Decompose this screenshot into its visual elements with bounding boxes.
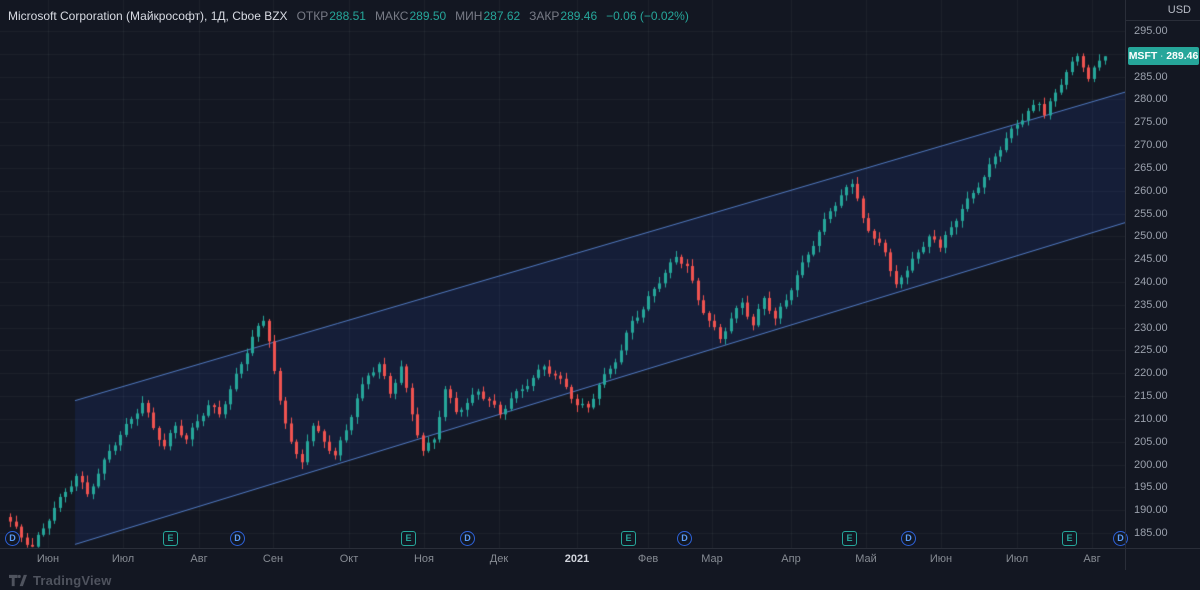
change-value: −0.06 (−0.02%) — [606, 9, 689, 23]
ohlc-open: ОТКР288.51 — [297, 9, 366, 23]
dividend-marker-icon[interactable]: D — [5, 531, 20, 546]
price-tick-label: 275.00 — [1134, 116, 1168, 129]
ohlc-close: ЗАКР289.46 — [529, 9, 597, 23]
time-tick-label: Июн — [36, 553, 60, 565]
price-tick-label: 265.00 — [1134, 161, 1168, 174]
ohlc-high: МАКС289.50 — [375, 9, 446, 23]
price-tick-label: 225.00 — [1134, 344, 1168, 357]
time-tick-label: Ноя — [413, 553, 435, 565]
bottom-bar: TradingView — [0, 570, 1200, 590]
dividend-marker-icon[interactable]: D — [230, 531, 245, 546]
price-tick-label: 250.00 — [1134, 230, 1168, 243]
last-price-value: 289.46 — [1166, 50, 1199, 63]
time-tick-label: Авг — [190, 553, 208, 565]
low-label: МИН — [455, 9, 483, 23]
tradingview-logo-text[interactable]: TradingView — [33, 572, 112, 588]
price-tick-label: 205.00 — [1134, 435, 1168, 448]
time-tick-label: Июн — [929, 553, 953, 565]
ohlc-low: МИН287.62 — [455, 9, 520, 23]
price-tick-label: 280.00 — [1134, 93, 1168, 106]
last-price-symbol: MSFT — [1128, 50, 1158, 63]
earnings-marker-icon[interactable]: E — [401, 531, 416, 546]
time-tick-label: Фев — [637, 553, 659, 565]
time-tick-label: Окт — [339, 553, 359, 565]
price-tick-label: 245.00 — [1134, 253, 1168, 266]
close-label: ЗАКР — [529, 9, 560, 23]
time-tick-label: Авг — [1083, 553, 1101, 565]
price-tick-label: 270.00 — [1134, 139, 1168, 152]
price-tick-label: 190.00 — [1134, 504, 1168, 517]
time-axis[interactable]: Июн Июл Авг Сен Окт Ноя Дек 2021 Фев Мар Апр Май Июн… — [0, 548, 1200, 571]
time-tick-label: Июл — [1005, 553, 1029, 565]
open-label: ОТКР — [296, 9, 329, 23]
time-tick-label: Июл — [111, 553, 135, 565]
last-price-separator: ∙ — [1160, 50, 1164, 63]
earnings-marker-icon[interactable]: E — [1062, 531, 1077, 546]
low-value: 287.62 — [483, 9, 521, 23]
time-tick-label: Сен — [262, 553, 284, 565]
currency-label: USD — [1126, 0, 1200, 21]
time-tick-label: Апр — [781, 553, 801, 565]
price-tick-label: 230.00 — [1134, 321, 1168, 334]
price-tick-label: 220.00 — [1134, 367, 1168, 380]
time-tick-label: Мар — [701, 553, 723, 565]
earnings-marker-icon[interactable]: E — [842, 531, 857, 546]
price-tick-label: 255.00 — [1134, 207, 1168, 220]
price-tick-label: 200.00 — [1134, 458, 1168, 471]
dividend-marker-icon[interactable]: D — [460, 531, 475, 546]
price-tick-label: 295.00 — [1134, 25, 1168, 37]
open-value: 288.51 — [329, 9, 366, 23]
price-tick-label: 210.00 — [1134, 412, 1168, 425]
price-tick-label: 235.00 — [1134, 298, 1168, 311]
dividend-marker-icon[interactable]: D — [677, 531, 692, 546]
chart-legend: Microsoft Corporation (Майкрософт), 1Д, … — [8, 9, 689, 23]
high-value: 289.50 — [409, 9, 447, 23]
dividend-marker-icon[interactable]: D — [901, 531, 916, 546]
price-tick-label: 185.00 — [1134, 527, 1168, 539]
close-value: 289.46 — [560, 9, 598, 23]
time-tick-label: 2021 — [564, 553, 590, 565]
earnings-marker-icon[interactable]: E — [621, 531, 636, 546]
time-tick-label: Май — [855, 553, 877, 565]
earnings-marker-icon[interactable]: E — [163, 531, 178, 546]
tradingview-logo-icon[interactable] — [9, 574, 27, 587]
price-tick-label: 195.00 — [1134, 481, 1168, 494]
symbol-title[interactable]: Microsoft Corporation (Майкрософт), 1Д, … — [8, 9, 288, 23]
price-ticks: 295.00290.00285.00280.00275.00270.00265.… — [1126, 0, 1200, 570]
high-label: МАКС — [374, 9, 409, 23]
price-tick-label: 240.00 — [1134, 276, 1168, 288]
price-tick-label: 215.00 — [1134, 390, 1168, 403]
candlestick-chart[interactable] — [0, 0, 1125, 548]
price-tick-label: 285.00 — [1134, 70, 1168, 83]
dividend-marker-icon[interactable]: D — [1113, 531, 1128, 546]
time-tick-label: Дек — [489, 553, 509, 565]
price-axis[interactable]: USD 295.00290.00285.00280.00275.00270.00… — [1125, 0, 1200, 570]
price-tick-label: 260.00 — [1134, 184, 1168, 197]
last-price-label: MSFT ∙ 289.46 — [1128, 47, 1199, 66]
